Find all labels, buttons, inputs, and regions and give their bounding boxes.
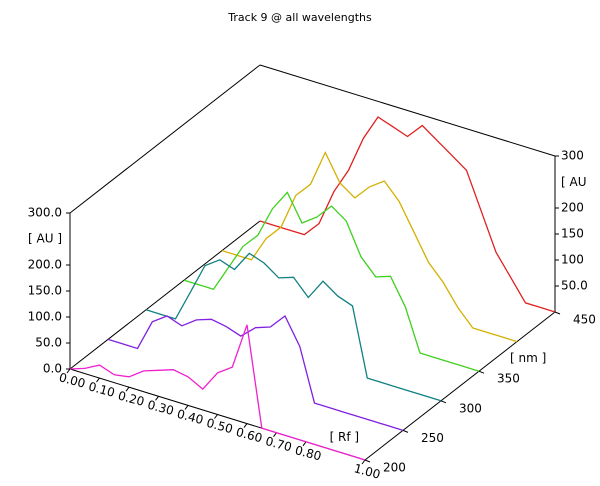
x-tick-label: 0.50 <box>205 416 234 436</box>
z-tick <box>440 400 447 404</box>
y-tick-label: 100.0 <box>28 310 62 324</box>
y-axis-label: [ AU ] <box>28 232 62 246</box>
axis-line <box>259 64 556 157</box>
y-tick-label: 0.0 <box>43 362 62 376</box>
x-tick <box>155 395 159 401</box>
series-line <box>183 191 480 372</box>
y2-tick-label: 100 <box>561 253 584 267</box>
x-tick <box>243 423 248 428</box>
y2-tick-label: 300 <box>561 149 584 163</box>
z-tick-label: 300 <box>459 401 482 415</box>
y2-axis-label: [ AU <box>561 175 587 189</box>
x-tick-label: 0.60 <box>234 425 263 445</box>
series-line <box>107 315 404 432</box>
x-tick-label: 0.00 <box>57 370 86 390</box>
z-tick-label: 200 <box>383 461 406 475</box>
x-tick-label: 0.40 <box>175 407 204 427</box>
x-axis-label: [ Rf ] <box>330 430 360 444</box>
z-axis-label: [ nm ] <box>510 351 546 365</box>
x-tick-label: 1.00 <box>352 461 381 481</box>
x-tick <box>96 377 100 383</box>
x-tick <box>125 386 130 392</box>
chart-title: Track 9 @ all wavelengths <box>227 11 372 24</box>
x-tick <box>273 432 277 438</box>
z-tick <box>364 459 371 463</box>
axis-line <box>69 220 261 370</box>
axis-line <box>69 64 261 214</box>
x-tick-label: 0.20 <box>116 388 145 408</box>
y-tick-label: 300.0 <box>28 206 62 220</box>
y-tick-label: 200.0 <box>28 258 62 272</box>
x-tick <box>214 414 218 419</box>
x-tick <box>361 459 366 465</box>
x-tick <box>302 441 307 447</box>
x-tick-label: 0.30 <box>146 398 175 418</box>
x-tick-label: 0.80 <box>293 443 322 463</box>
series-line <box>145 252 442 402</box>
series-line <box>221 150 518 343</box>
x-tick-label: 0.10 <box>87 379 116 399</box>
y2-tick-label: 150 <box>561 227 584 241</box>
z-tick-label: 450 <box>573 313 596 327</box>
y2-tick-label: 200 <box>561 201 584 215</box>
x-tick <box>184 405 189 410</box>
y2-tick-label: 50.0 <box>561 279 588 293</box>
y-tick-label: 50.0 <box>35 336 62 350</box>
y-tick-label: 150.0 <box>28 284 62 298</box>
z-tick-label: 350 <box>497 372 520 386</box>
series-line <box>69 324 366 461</box>
series-line <box>259 116 556 313</box>
z-tick <box>554 311 561 315</box>
x-tick-label: 0.70 <box>264 434 293 454</box>
z-tick <box>402 429 409 433</box>
z-tick-label: 250 <box>421 431 444 445</box>
x-tick <box>66 368 71 374</box>
axis-line <box>364 311 556 461</box>
z-tick <box>478 370 485 374</box>
